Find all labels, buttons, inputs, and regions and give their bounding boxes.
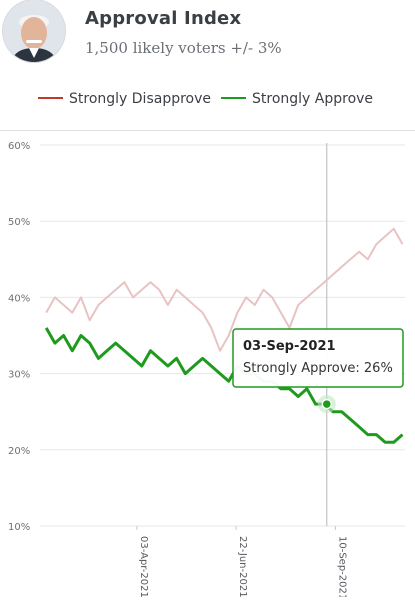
approval-line-chart[interactable]: 60% 50% 40% 30% 20% 10% 03-Apr-2021 22-Jun-2021… bbox=[0, 131, 415, 600]
y-tick-label: 20% bbox=[8, 446, 30, 457]
strongly-disapprove-line[interactable] bbox=[45, 227, 404, 352]
legend-label: Strongly Disapprove bbox=[69, 91, 212, 107]
x-tick-label: 10-Sep-2021 bbox=[336, 536, 347, 597]
tooltip-value: Strongly Approve: 26% bbox=[243, 361, 393, 376]
legend-item-strongly-disapprove[interactable]: Strongly Disapprove bbox=[38, 91, 211, 107]
legend-item-strongly-approve[interactable]: Strongly Approve bbox=[221, 91, 373, 107]
legend-swatch bbox=[221, 97, 246, 99]
strongly-approve-line[interactable] bbox=[44, 327, 404, 444]
person-portrait-icon bbox=[3, 0, 65, 62]
legend-label: Strongly Approve bbox=[252, 91, 374, 107]
y-tick-label: 10% bbox=[8, 522, 30, 533]
chart-area[interactable]: 60% 50% 40% 30% 20% 10% 03-Apr-2021 22-Jun-2021… bbox=[0, 130, 415, 600]
tooltip-box bbox=[232, 328, 404, 388]
tooltip-date: 03-Sep-2021 bbox=[243, 339, 336, 354]
highlight-point[interactable] bbox=[321, 398, 333, 410]
y-tick-label: 30% bbox=[8, 370, 30, 381]
x-tick-label: 22-Jun-2021 bbox=[237, 536, 248, 597]
y-tick-label: 60% bbox=[8, 141, 30, 152]
legend-swatch bbox=[38, 97, 63, 99]
page-title: Approval Index bbox=[85, 8, 242, 29]
poll-subtitle: 1,500 likely voters +/- 3% bbox=[85, 39, 282, 57]
x-tick-label: 03-Apr-2021 bbox=[138, 536, 149, 597]
poll-header: Approval Index 1,500 likely voters +/- 3… bbox=[0, 0, 415, 78]
y-tick-label: 40% bbox=[8, 293, 30, 304]
y-tick-label: 50% bbox=[8, 217, 30, 228]
avatar bbox=[3, 0, 65, 62]
